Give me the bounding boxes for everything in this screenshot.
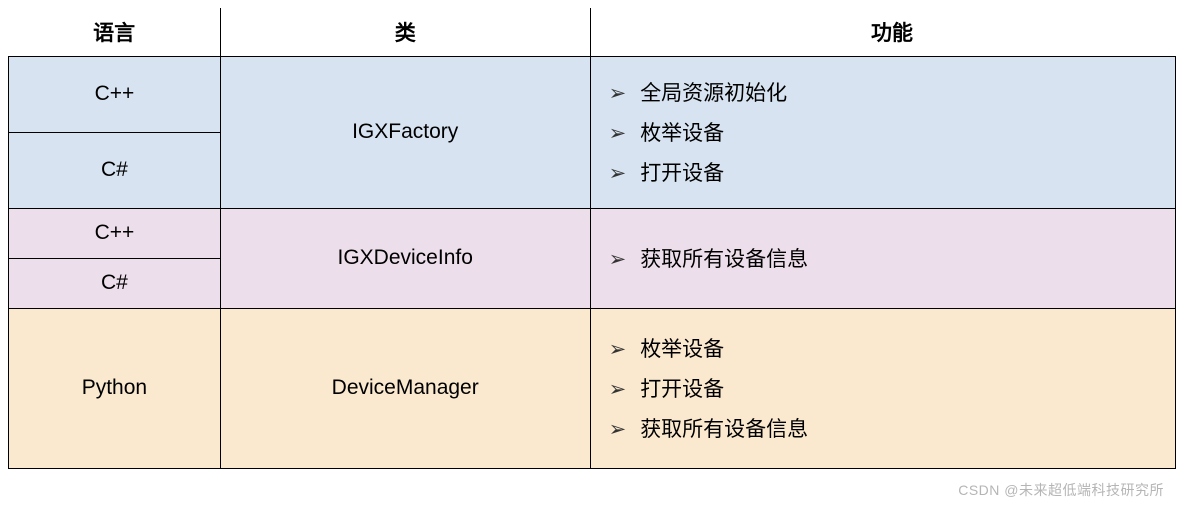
section1-lang-1: C# <box>9 132 221 208</box>
table-header-row: 语言 类 功能 <box>9 8 1176 56</box>
section3-row: Python DeviceManager 枚举设备 打开设备 获取所有设备信息 <box>9 308 1176 468</box>
watermark-text: CSDN @未来超低端科技研究所 <box>958 480 1164 500</box>
section1-lang-0: C++ <box>9 56 221 132</box>
section2-feature-list: 获取所有设备信息 <box>609 228 1175 288</box>
section3-lang: Python <box>9 308 221 468</box>
section3-feature-list: 枚举设备 打开设备 获取所有设备信息 <box>609 318 1175 458</box>
list-item: 打开设备 <box>609 152 1175 192</box>
section2-features: 获取所有设备信息 <box>590 208 1175 308</box>
list-item: 全局资源初始化 <box>609 72 1175 112</box>
header-feature: 功能 <box>590 8 1175 56</box>
section2-row1: C++ IGXDeviceInfo 获取所有设备信息 <box>9 208 1176 258</box>
section2-class: IGXDeviceInfo <box>220 208 590 308</box>
list-item: 枚举设备 <box>609 328 1175 368</box>
section1-row1: C++ IGXFactory 全局资源初始化 枚举设备 打开设备 <box>9 56 1176 132</box>
api-comparison-table: 语言 类 功能 C++ IGXFactory 全局资源初始化 枚举设备 打开设备… <box>8 8 1176 469</box>
section3-features: 枚举设备 打开设备 获取所有设备信息 <box>590 308 1175 468</box>
section2-lang-0: C++ <box>9 208 221 258</box>
section1-class: IGXFactory <box>220 56 590 208</box>
section1-feature-list: 全局资源初始化 枚举设备 打开设备 <box>609 62 1175 202</box>
list-item: 获取所有设备信息 <box>609 238 1175 278</box>
list-item: 获取所有设备信息 <box>609 408 1175 448</box>
header-language: 语言 <box>9 8 221 56</box>
section1-features: 全局资源初始化 枚举设备 打开设备 <box>590 56 1175 208</box>
header-class: 类 <box>220 8 590 56</box>
list-item: 枚举设备 <box>609 112 1175 152</box>
section2-lang-1: C# <box>9 258 221 308</box>
section3-class: DeviceManager <box>220 308 590 468</box>
list-item: 打开设备 <box>609 368 1175 408</box>
